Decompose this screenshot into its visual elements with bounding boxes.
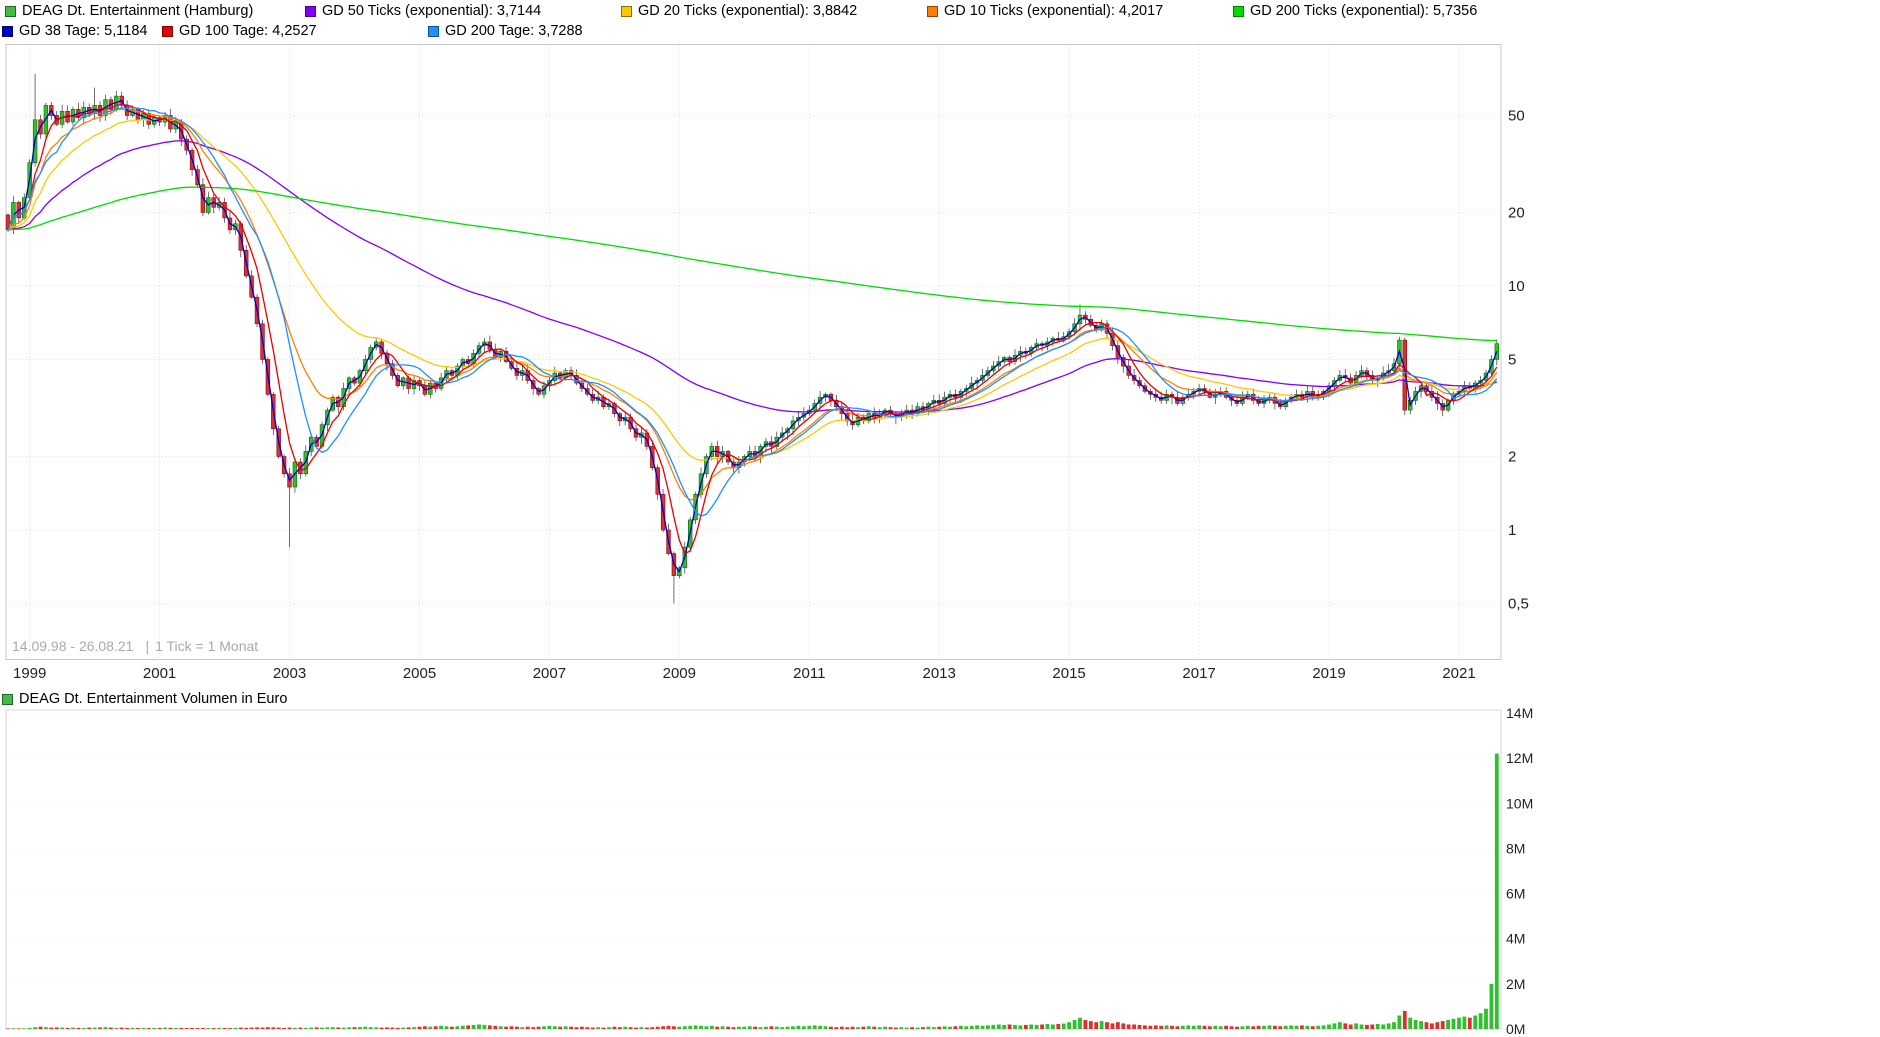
volume-chart-legend: DEAG Dt. Entertainment Volumen in Euro	[2, 691, 287, 707]
svg-text:2011: 2011	[793, 665, 825, 682]
gd38-days-series-swatch	[2, 25, 13, 37]
volume-grid	[6, 712, 1501, 1030]
chart-period-footer: 14.09.98 - 26.08.21 | 1 Tick = 1 Monat	[12, 638, 258, 654]
ma-line	[7, 140, 1498, 413]
svg-text:2009: 2009	[663, 665, 696, 682]
svg-text:20: 20	[1508, 205, 1525, 222]
legend-label: GD 200 Ticks (exponential): 5,7356	[1250, 3, 1478, 19]
svg-text:2: 2	[1508, 449, 1516, 466]
svg-text:2001: 2001	[143, 665, 176, 682]
svg-text:4M: 4M	[1506, 931, 1525, 947]
svg-text:12M: 12M	[1506, 750, 1533, 766]
ma-line	[7, 118, 1498, 461]
legend-label: GD 50 Ticks (exponential): 3,7144	[322, 3, 542, 19]
gd50-series-swatch	[305, 5, 316, 17]
ma-line	[7, 104, 1498, 555]
price-chart: 50 20 10 5 2 1 0,5 1999 2001 2003 2005 2007 2009 2011…	[5, 44, 1529, 682]
svg-text:1999: 1999	[13, 665, 46, 682]
legend-item-gd50: GD 50 Ticks (exponential): 3,7144	[305, 3, 541, 19]
legend-label: DEAG Dt. Entertainment Volumen in Euro	[19, 691, 288, 707]
legend-item-gd100d: GD 100 Tage: 4,2527	[162, 23, 317, 39]
svg-text:0M: 0M	[1506, 1021, 1525, 1037]
legend-label: GD 10 Ticks (exponential): 4,2017	[944, 3, 1164, 19]
gd200-ticks-series-swatch	[1233, 5, 1244, 17]
price-plot-border	[5, 44, 1502, 660]
legend-item-gd10: GD 10 Ticks (exponential): 4,2017	[927, 3, 1163, 19]
legend-label: GD 20 Ticks (exponential): 3,8842	[638, 3, 858, 19]
price-grid	[6, 45, 1501, 659]
volume-series-swatch	[2, 693, 13, 705]
price-axis-labels: 50 20 10 5 2 1 0,5	[1508, 108, 1529, 613]
legend-label: DEAG Dt. Entertainment (Hamburg)	[22, 3, 254, 19]
legend-label: GD 200 Tage: 3,7288	[445, 23, 583, 39]
ma-line	[7, 99, 1498, 573]
svg-text:14M: 14M	[1506, 708, 1533, 721]
svg-text:10: 10	[1508, 278, 1525, 295]
svg-text:0,5: 0,5	[1508, 596, 1529, 613]
footer-separator: |	[145, 638, 150, 654]
legend-item-gd200d: GD 200 Tage: 3,7288	[428, 23, 583, 39]
svg-text:2021: 2021	[1442, 665, 1475, 682]
svg-text:2017: 2017	[1182, 665, 1215, 682]
gd10-series-swatch	[927, 5, 938, 17]
legend-item-deag: DEAG Dt. Entertainment (Hamburg)	[5, 3, 253, 19]
volume-chart: 14M 12M 10M 8M 6M 4M 2M 0M	[5, 708, 1533, 1037]
volume-bars	[6, 753, 1499, 1029]
svg-text:2019: 2019	[1312, 665, 1345, 682]
ma-line	[7, 106, 1498, 517]
svg-text:50: 50	[1508, 108, 1525, 125]
legend-label: GD 100 Tage: 4,2527	[179, 23, 317, 39]
ma-line	[7, 108, 1498, 501]
legend-item-gd20: GD 20 Ticks (exponential): 3,8842	[621, 3, 857, 19]
legend-item-gd38d: GD 38 Tage: 5,1184	[2, 23, 147, 39]
svg-text:2003: 2003	[273, 665, 306, 682]
svg-text:2005: 2005	[403, 665, 436, 682]
deag-series-swatch	[5, 5, 16, 17]
time-axis-labels: 1999 2001 2003 2005 2007 2009 2011 2013 2015 2017…	[13, 665, 1476, 682]
volume-axis-labels: 14M 12M 10M 8M 6M 4M 2M 0M	[1506, 708, 1533, 1037]
svg-text:6M: 6M	[1506, 886, 1525, 902]
svg-text:2M: 2M	[1506, 976, 1525, 992]
svg-text:10M: 10M	[1506, 795, 1533, 811]
legend-label: GD 38 Tage: 5,1184	[19, 23, 148, 39]
gd200-days-series-swatch	[428, 25, 439, 37]
legend-item-gd200t: GD 200 Ticks (exponential): 5,7356	[1233, 3, 1477, 19]
svg-text:1: 1	[1508, 522, 1516, 539]
gd20-series-swatch	[621, 5, 632, 17]
date-range-text: 14.09.98 - 26.08.21	[12, 638, 134, 654]
svg-text:2013: 2013	[923, 665, 956, 682]
svg-text:2015: 2015	[1052, 665, 1085, 682]
ma-line	[7, 186, 1497, 342]
svg-text:2007: 2007	[533, 665, 566, 682]
gd100-days-series-swatch	[162, 25, 173, 37]
svg-text:8M: 8M	[1506, 840, 1525, 856]
candlesticks	[5, 73, 1500, 604]
svg-text:5: 5	[1508, 352, 1516, 369]
tick-interval-text: 1 Tick = 1 Monat	[155, 638, 259, 654]
